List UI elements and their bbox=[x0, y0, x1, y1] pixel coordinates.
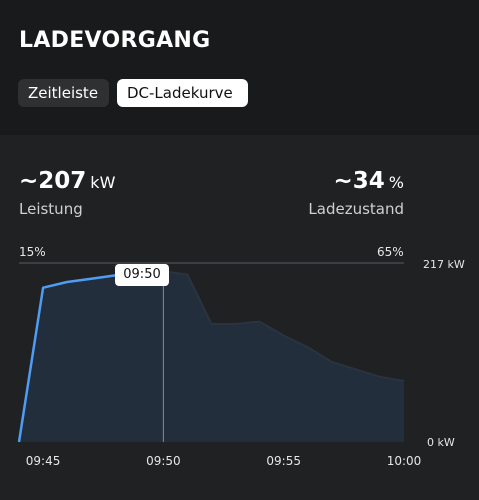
power-unit: kW bbox=[90, 173, 116, 192]
soc-label: Ladezustand bbox=[308, 200, 404, 218]
power-label: Leistung bbox=[19, 200, 83, 218]
x-tick-label: 09:45 bbox=[25, 454, 61, 468]
soc-number: ~34 bbox=[333, 168, 385, 194]
tab-dc-charging-curve[interactable]: DC-Ladekurve bbox=[117, 79, 248, 107]
area-fill bbox=[19, 271, 404, 442]
tab-timeline[interactable]: Zeitleiste bbox=[18, 79, 109, 107]
page-title: LADEVORGANG bbox=[19, 28, 211, 53]
power-value: ~207 kW bbox=[19, 168, 115, 194]
soc-unit: % bbox=[388, 173, 404, 192]
soc-value: ~34% bbox=[334, 168, 404, 194]
series-line-future bbox=[163, 270, 405, 382]
cursor-tooltip: 09:50 bbox=[115, 264, 169, 286]
x-tick-label: 09:55 bbox=[266, 454, 301, 468]
header: LADEVORGANG Zeitleiste DC-Ladekurve bbox=[0, 0, 479, 135]
x-tick-label: 10:00 bbox=[386, 454, 422, 468]
soc-start-label: 15% bbox=[19, 245, 46, 259]
soc-end-label: 65% bbox=[377, 245, 404, 259]
y-max-label: 217 kW bbox=[423, 258, 465, 271]
power-number: ~207 bbox=[19, 168, 87, 194]
x-tick-label: 09:50 bbox=[146, 454, 181, 468]
y-min-label: 0 kW bbox=[427, 436, 455, 449]
